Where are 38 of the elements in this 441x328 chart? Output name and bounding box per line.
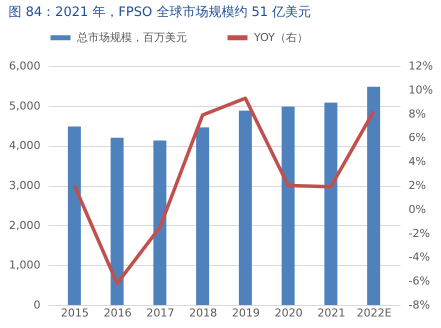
- x-tick-label: 2019: [232, 306, 260, 320]
- y2-tick-label: 10%: [408, 83, 433, 96]
- y-tick-label: 1,000: [9, 258, 40, 272]
- y-tick-label: 6,000: [9, 60, 40, 72]
- y2-tick-label: 8%: [408, 107, 426, 120]
- y-tick-label: 5,000: [9, 99, 40, 112]
- y-tick-label: 2,000: [9, 218, 40, 232]
- x-tick-label: 2016: [104, 306, 132, 320]
- bar: [324, 102, 338, 305]
- x-tick-label: 2022E: [356, 306, 392, 320]
- bar: [367, 86, 380, 305]
- bar: [110, 138, 124, 305]
- line-series: [72, 96, 376, 286]
- bar: [68, 126, 81, 305]
- y2-tick-label: -6%: [408, 274, 430, 288]
- y2-tick-label: -8%: [408, 298, 430, 312]
- y-tick-label: 3,000: [9, 179, 40, 192]
- x-tick-label: 2021: [317, 306, 346, 320]
- bar: [196, 127, 210, 305]
- y2-tick-label: 6%: [408, 131, 426, 144]
- bar: [153, 140, 166, 305]
- y2-tick-label: -4%: [408, 250, 430, 264]
- bar: [282, 106, 295, 305]
- x-tick-label: 2015: [60, 306, 89, 320]
- legend-label: 总市场规模，百万美元: [76, 30, 187, 44]
- y2-tick-label: 12%: [408, 60, 433, 72]
- x-tick-label: 2020: [274, 306, 303, 320]
- y-tick-label: 0: [34, 298, 40, 312]
- chart-title: 图 84：2021 年，FPSO 全球市场规模约 51 亿美元: [8, 4, 312, 20]
- bar: [238, 110, 252, 305]
- legend-label: YOY（右）: [253, 30, 308, 44]
- y-tick-label: 4,000: [9, 139, 40, 152]
- x-tick-label: 2018: [189, 306, 218, 320]
- y2-tick-label: 0%: [408, 202, 426, 216]
- y2-tick-label: -2%: [408, 226, 430, 240]
- y2-tick-label: 2%: [408, 179, 426, 192]
- y2-tick-label: 4%: [408, 155, 426, 168]
- x-tick-label: 2017: [146, 306, 174, 320]
